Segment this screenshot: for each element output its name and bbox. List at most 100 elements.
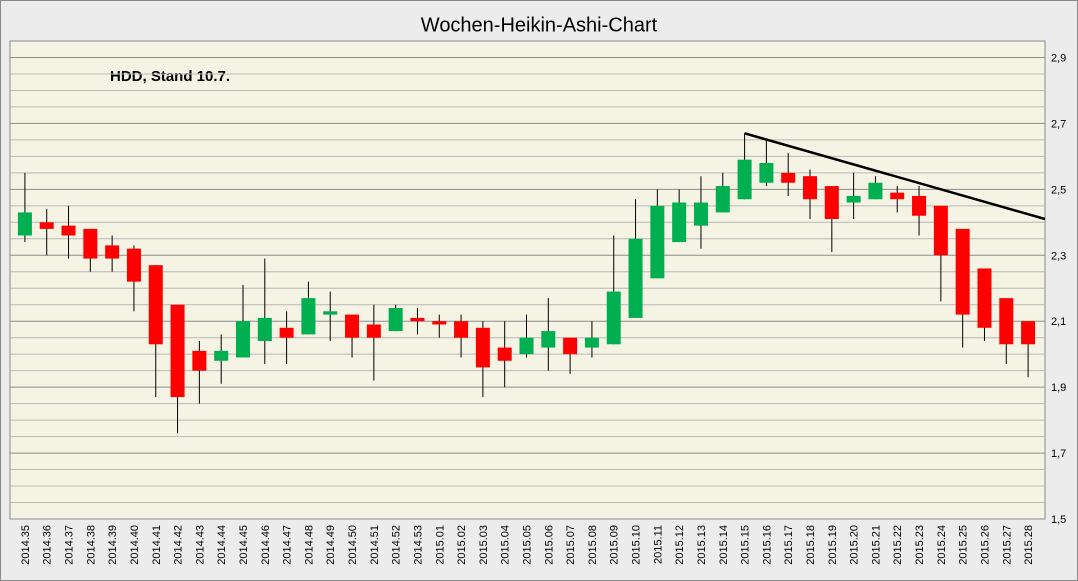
candle-body	[977, 268, 992, 328]
x-tick-label: 2015.11	[652, 525, 664, 564]
x-tick-label: 2014.50	[347, 525, 359, 565]
y-tick-label: 2,9	[1051, 52, 1066, 64]
x-tick-label: 2015.02	[456, 525, 468, 565]
candle-body	[955, 228, 970, 315]
x-tick-label: 2015.08	[587, 525, 599, 565]
x-tick-label: 2015.23	[914, 525, 926, 565]
x-tick-label: 2015.07	[565, 525, 577, 565]
x-tick-label: 2014.41	[151, 525, 163, 565]
candle-body	[803, 176, 818, 200]
candle-body	[301, 298, 316, 335]
candle-body	[563, 337, 578, 355]
candle-body	[912, 195, 927, 216]
x-tick-label: 2015.01	[434, 525, 446, 565]
candle-body	[148, 265, 163, 345]
x-tick-label: 2015.17	[783, 525, 795, 565]
trendline	[744, 132, 1046, 221]
candle-body	[410, 317, 425, 322]
candle-body	[650, 205, 665, 279]
x-tick-label: 2015.14	[718, 525, 730, 565]
x-tick-label: 2014.45	[238, 525, 250, 565]
x-tick-label: 2014.49	[325, 525, 337, 565]
annotation: HDD, Stand 10.7.	[110, 68, 230, 85]
candle-body	[388, 308, 403, 332]
x-tick-label: 2015.05	[522, 525, 534, 565]
x-tick-label: 2014.51	[369, 525, 381, 565]
candle-body	[890, 192, 905, 200]
x-tick-label: 2014.47	[282, 525, 294, 565]
candle-body	[868, 182, 883, 200]
candle-body	[475, 327, 490, 368]
y-tick-label: 2,7	[1051, 118, 1066, 130]
x-tick-label: 2014.43	[194, 525, 206, 565]
y-tick-label: 2,5	[1051, 184, 1066, 196]
candle-body	[999, 298, 1014, 345]
candle-body	[366, 324, 381, 338]
x-tick-label: 2014.37	[64, 525, 76, 565]
x-tick-label: 2014.48	[303, 525, 315, 565]
x-tick-label: 2015.28	[1023, 525, 1035, 565]
x-tick-label: 2015.18	[805, 525, 817, 565]
x-tick-label: 2014.38	[85, 525, 97, 565]
candle-body	[1021, 321, 1036, 345]
x-tick-label: 2015.27	[1001, 525, 1013, 565]
candle-body	[83, 228, 98, 259]
y-tick-label: 1,7	[1051, 448, 1066, 460]
x-tick-label: 2015.20	[849, 525, 861, 565]
x-tick-label: 2015.04	[500, 525, 512, 565]
x-tick-label: 2014.44	[216, 525, 228, 565]
candle-body	[454, 321, 469, 338]
candle-body	[257, 317, 272, 341]
x-tick-label: 2014.35	[20, 525, 32, 565]
candle-body	[519, 337, 534, 355]
x-tick-label: 2015.06	[543, 525, 555, 565]
candle-body	[672, 202, 687, 243]
candle-body	[214, 350, 229, 361]
candle-body	[781, 172, 796, 183]
x-tick-label: 2015.12	[674, 525, 686, 565]
candle-body	[17, 212, 32, 236]
x-tick-label: 2015.25	[958, 525, 970, 565]
candle-body	[126, 248, 141, 282]
x-tick-label: 2015.16	[761, 525, 773, 565]
plot-area	[9, 40, 1046, 520]
y-tick-label: 2,1	[1051, 316, 1066, 328]
candle-body	[105, 245, 120, 259]
x-tick-label: 2015.13	[696, 525, 708, 565]
x-tick-label: 2014.40	[129, 525, 141, 565]
candle-body	[759, 162, 774, 183]
y-tick-label: 1,9	[1051, 382, 1066, 394]
candle-body	[628, 238, 643, 318]
x-tick-label: 2014.46	[260, 525, 272, 565]
candle-body	[432, 321, 447, 325]
candle-body	[824, 186, 839, 220]
x-tick-label: 2015.24	[936, 525, 948, 565]
x-tick-label: 2015.22	[892, 525, 904, 565]
candle-body	[497, 347, 512, 361]
x-tick-label: 2014.42	[173, 525, 185, 565]
candle-body	[737, 159, 752, 200]
candle-body	[235, 321, 250, 358]
x-tick-label: 2015.15	[740, 525, 752, 565]
candle-body	[541, 331, 556, 348]
candle-body	[345, 314, 360, 338]
candle-body	[933, 205, 948, 256]
candle-body	[846, 195, 861, 203]
candle-body	[323, 311, 338, 315]
candle-body	[693, 202, 708, 226]
x-tick-label: 2014.53	[412, 525, 424, 565]
x-tick-label: 2014.52	[391, 525, 403, 565]
y-tick-label: 1,5	[1051, 514, 1066, 526]
x-tick-label: 2015.19	[827, 525, 839, 565]
x-tick-label: 2015.26	[979, 525, 991, 565]
x-tick-label: 2014.36	[42, 525, 54, 565]
candle-body	[606, 291, 621, 345]
candle-body	[61, 225, 76, 236]
candle-body	[192, 350, 207, 371]
y-tick-label: 2,3	[1051, 250, 1066, 262]
x-tick-label: 2014.39	[107, 525, 119, 565]
x-tick-label: 2015.21	[870, 525, 882, 565]
candle-body	[39, 222, 54, 229]
